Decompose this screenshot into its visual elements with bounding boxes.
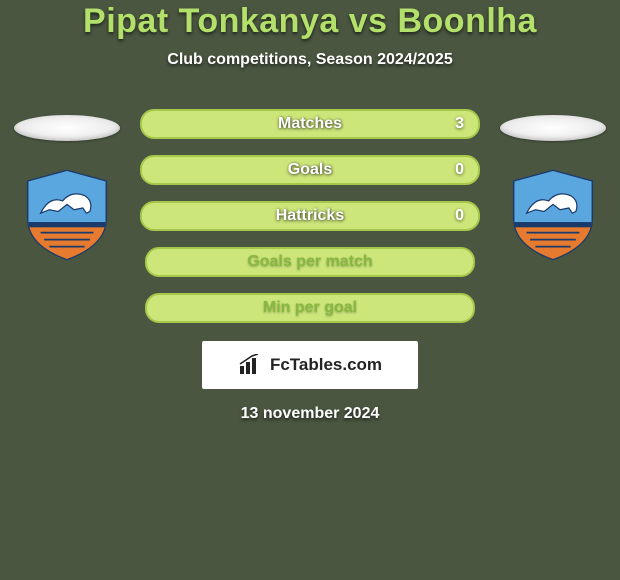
stat-rows: Matches 3 Goals 0 Hattricks 0 Goals per …	[140, 109, 480, 323]
stat-value: 0	[455, 207, 464, 225]
team-crest-right	[509, 169, 597, 261]
stat-row-matches: Matches 3	[140, 109, 480, 139]
date-text: 13 november 2024	[241, 405, 380, 423]
stats-area: Matches 3 Goals 0 Hattricks 0 Goals per …	[0, 109, 620, 323]
stat-value: 3	[455, 115, 464, 133]
player-placeholder-left	[14, 115, 120, 141]
right-team-column	[500, 109, 606, 261]
comparison-card: Pipat Tonkanya vs Boonlha Club competiti…	[0, 0, 620, 423]
stat-row-hattricks: Hattricks 0	[140, 201, 480, 231]
brand-text: FcTables.com	[270, 355, 382, 375]
team-crest-left	[23, 169, 111, 261]
player-placeholder-right	[500, 115, 606, 141]
stat-row-goals-per-match: Goals per match	[145, 247, 475, 277]
stat-label: Goals per match	[247, 253, 372, 271]
stat-label: Goals	[288, 161, 332, 179]
stat-label: Min per goal	[263, 299, 357, 317]
stat-label: Hattricks	[276, 207, 344, 225]
stat-row-goals: Goals 0	[140, 155, 480, 185]
stat-value: 0	[455, 161, 464, 179]
title: Pipat Tonkanya vs Boonlha	[83, 2, 537, 41]
chart-icon	[238, 354, 264, 376]
branding-badge: FcTables.com	[202, 341, 418, 389]
subtitle: Club competitions, Season 2024/2025	[167, 51, 452, 69]
stat-label: Matches	[278, 115, 342, 133]
left-team-column	[14, 109, 120, 261]
stat-row-min-per-goal: Min per goal	[145, 293, 475, 323]
